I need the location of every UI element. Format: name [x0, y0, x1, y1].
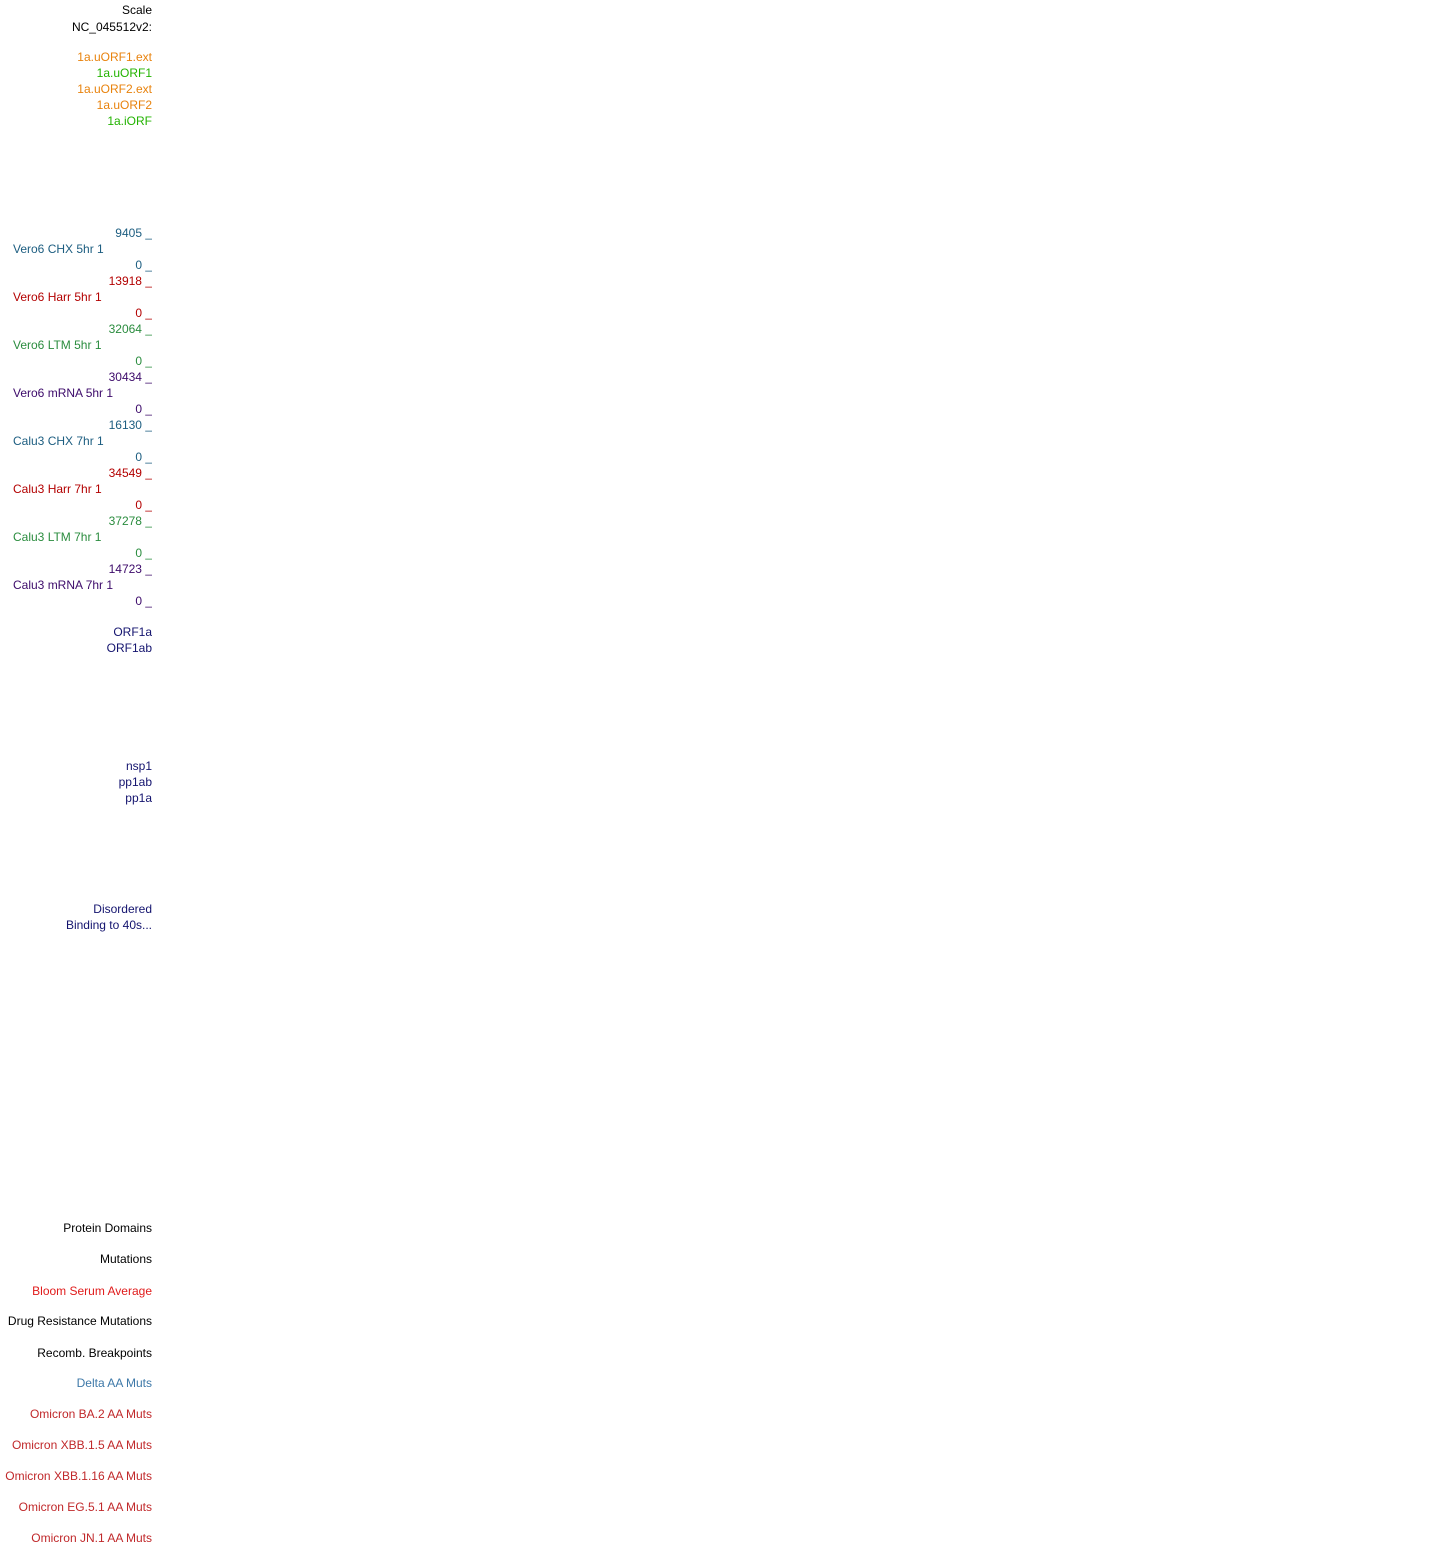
track-min-value: 0 _: [135, 258, 152, 272]
track-name-label[interactable]: Calu3 mRNA 7hr 1: [13, 578, 114, 592]
track-name-label[interactable]: Vero6 LTM 5hr 1: [13, 338, 102, 352]
track-max-value: 14723 _: [108, 562, 152, 576]
track-label-column: Scale NC_045512v2: 1a.uORF1.ext 1a.uORF1…: [0, 0, 152, 1547]
scale-label: Scale: [121, 3, 152, 17]
uorf-label[interactable]: 1a.uORF1: [96, 66, 152, 80]
uorf-label[interactable]: 1a.uORF1.ext: [77, 50, 152, 64]
bottom-track-label[interactable]: Omicron EG.5.1 AA Muts: [18, 1500, 152, 1514]
bottom-track-label[interactable]: Protein Domains: [63, 1221, 152, 1235]
track-min-value: 0 _: [135, 306, 152, 320]
region-label-disordered[interactable]: Disordered: [93, 902, 152, 916]
bottom-track-label[interactable]: Omicron XBB.1.16 AA Muts: [5, 1469, 152, 1483]
gene-label-orf1ab[interactable]: ORF1ab: [106, 641, 152, 655]
track-max-value: 32064 _: [108, 322, 152, 336]
track-max-value: 13918 _: [108, 274, 152, 288]
bottom-track-label[interactable]: Omicron XBB.1.5 AA Muts: [11, 1438, 152, 1452]
track-min-value: 0 _: [135, 402, 152, 416]
track-min-value: 0 _: [135, 546, 152, 560]
track-name-label[interactable]: Vero6 CHX 5hr 1: [13, 242, 104, 256]
track-min-value: 0 _: [135, 594, 152, 608]
uorf-label[interactable]: 1a.uORF2.ext: [77, 82, 152, 96]
bottom-track-label[interactable]: Omicron JN.1 AA Muts: [31, 1531, 152, 1545]
bottom-track-label[interactable]: Bloom Serum Average: [32, 1284, 152, 1298]
track-name-label[interactable]: Vero6 mRNA 5hr 1: [13, 386, 114, 400]
track-name-label[interactable]: Calu3 Harr 7hr 1: [13, 482, 102, 496]
track-max-value: 34549 _: [108, 466, 152, 480]
bottom-track-label[interactable]: Mutations: [99, 1252, 152, 1266]
track-max-value: 37278 _: [108, 514, 152, 528]
bottom-track-label[interactable]: Omicron BA.2 AA Muts: [29, 1407, 152, 1421]
bottom-track-label[interactable]: Delta AA Muts: [76, 1376, 152, 1390]
region-label-binding[interactable]: Binding to 40s...: [65, 918, 152, 932]
bottom-track-label[interactable]: Drug Resistance Mutations: [7, 1314, 152, 1328]
protein-label-pp1a[interactable]: pp1a: [125, 791, 152, 805]
uorf-label[interactable]: 1a.iORF: [107, 114, 152, 128]
track-min-value: 0 _: [135, 354, 152, 368]
track-min-value: 0 _: [135, 498, 152, 512]
track-max-value: 9405 _: [115, 226, 152, 240]
bottom-track-label[interactable]: Recomb. Breakpoints: [37, 1346, 152, 1360]
track-name-label[interactable]: Calu3 LTM 7hr 1: [13, 530, 102, 544]
track-min-value: 0 _: [135, 450, 152, 464]
track-max-value: 30434 _: [108, 370, 152, 384]
assembly-label[interactable]: NC_045512v2:: [71, 20, 152, 34]
gene-label-orf1a[interactable]: ORF1a: [113, 625, 152, 639]
protein-label-nsp1[interactable]: nsp1: [125, 759, 152, 773]
uorf-label[interactable]: 1a.uORF2: [96, 98, 152, 112]
track-name-label[interactable]: Calu3 CHX 7hr 1: [13, 434, 104, 448]
genome-browser-track-area[interactable]: [160, 0, 1443, 1547]
track-max-value: 16130 _: [108, 418, 152, 432]
track-name-label[interactable]: Vero6 Harr 5hr 1: [13, 290, 102, 304]
protein-label-pp1ab[interactable]: pp1ab: [118, 775, 152, 789]
